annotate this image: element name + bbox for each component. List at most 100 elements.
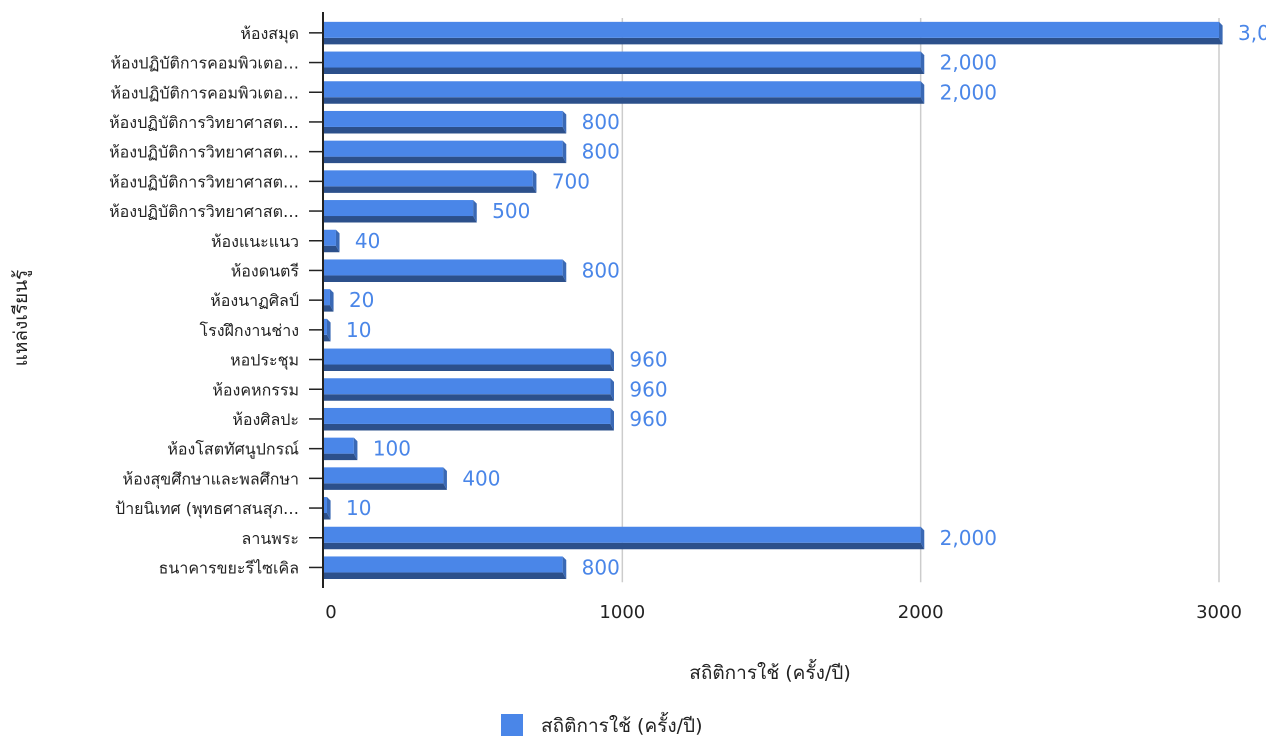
value-label: 800 xyxy=(582,258,620,282)
x-tick-label: 1000 xyxy=(599,602,645,623)
bar-front-face xyxy=(324,556,563,573)
bar xyxy=(324,378,614,401)
bar-bottom-face xyxy=(324,275,567,282)
category-label: ห้องแนะแนว xyxy=(211,232,299,251)
bar-bottom-face xyxy=(324,245,340,253)
value-label: 100 xyxy=(373,437,411,461)
category-label: ลานพระ xyxy=(242,529,299,548)
bar xyxy=(324,289,334,312)
x-tick-label: 3000 xyxy=(1196,602,1242,623)
category-label: โรงฝึกงานช่าง xyxy=(200,321,299,340)
bar-bottom-face xyxy=(324,364,614,372)
bar-bottom-face xyxy=(324,156,567,164)
bar-end-cap xyxy=(610,378,614,401)
bar xyxy=(324,318,331,342)
bar-bottom-face xyxy=(324,483,447,490)
bar-bottom-face xyxy=(324,334,331,342)
value-label: 40 xyxy=(355,229,380,253)
value-labels: 3,0 2,000 2,000 800 800 700 500 40 800 20 10 960 960… xyxy=(346,21,1266,580)
bar xyxy=(324,497,331,520)
category-label: ห้องศิลปะ xyxy=(232,410,299,429)
category-label: ห้องปฏิบัติการวิทยาศาสต… xyxy=(109,113,299,132)
bar xyxy=(324,437,358,461)
bar-front-face xyxy=(324,348,611,365)
bar xyxy=(324,407,614,431)
x-axis-title: สถิติการใช้ (ครั้ง/ปี) xyxy=(689,659,851,684)
value-label: 10 xyxy=(346,496,371,520)
bar-front-face xyxy=(324,289,330,306)
bar-front-face xyxy=(324,259,563,276)
value-label: 960 xyxy=(629,348,667,372)
bar-bottom-face xyxy=(324,97,925,104)
bar-end-cap xyxy=(329,289,334,312)
bar-end-cap xyxy=(562,556,567,579)
bar-end-cap xyxy=(473,200,477,223)
bar-front-face xyxy=(324,140,563,157)
bar-front-face xyxy=(324,81,921,98)
category-label: ห้องดนตรี xyxy=(231,261,300,280)
category-label: ธนาคารขยะรีไซเคิล xyxy=(159,558,299,577)
bar-front-face xyxy=(324,437,354,454)
value-label: 800 xyxy=(582,140,620,164)
value-label: 800 xyxy=(582,555,620,579)
bar-bottom-face xyxy=(324,216,477,223)
bar-front-face xyxy=(324,110,563,127)
bar-end-cap xyxy=(562,259,567,282)
legend-swatch xyxy=(501,714,523,736)
bar-bottom-face xyxy=(324,186,537,193)
value-label: 10 xyxy=(346,318,371,342)
bar xyxy=(324,348,614,372)
value-label: 700 xyxy=(552,169,590,193)
bar xyxy=(324,140,567,164)
legend: สถิติการใช้ (ครั้ง/ปี) xyxy=(501,712,703,737)
value-label: 2,000 xyxy=(940,80,997,104)
bar-front-face xyxy=(324,407,611,424)
bar-end-cap xyxy=(326,497,331,520)
category-label: ห้องคหกรรม xyxy=(212,380,299,399)
bar-end-cap xyxy=(562,110,567,134)
bar xyxy=(324,170,537,193)
bar-bottom-face xyxy=(324,453,358,461)
bar-front-face xyxy=(324,229,336,246)
category-label: ห้องโสตทัศนูปกรณ์ xyxy=(167,440,299,460)
bar-end-cap xyxy=(920,51,925,75)
bar-end-cap xyxy=(610,407,614,431)
bar-bottom-face xyxy=(324,394,614,401)
bar-end-cap xyxy=(562,140,567,164)
x-tick-label: 2000 xyxy=(898,602,944,623)
category-label: ห้องสมุด xyxy=(240,24,299,44)
x-tick-label: 0 xyxy=(325,602,336,623)
category-label: ห้องปฏิบัติการคอมพิวเตอ… xyxy=(110,83,299,102)
bar-bottom-face xyxy=(324,67,925,75)
gridlines xyxy=(621,18,1220,583)
bar-front-face xyxy=(324,318,327,335)
bar-front-face xyxy=(324,200,474,217)
bar xyxy=(324,556,567,579)
category-label: หอประชุม xyxy=(230,351,299,371)
bar-end-cap xyxy=(1219,21,1223,45)
bar-bottom-face xyxy=(324,542,925,550)
category-label: ห้องสุขศึกษาและพลศึกษา xyxy=(123,469,299,489)
bar xyxy=(324,200,477,223)
bar-end-cap xyxy=(532,170,537,193)
bar-bottom-face xyxy=(324,305,334,312)
bars xyxy=(324,21,1223,579)
bar-bottom-face xyxy=(324,572,567,579)
bar xyxy=(324,110,567,134)
bar-front-face xyxy=(324,467,444,484)
bar-end-cap xyxy=(326,318,331,342)
bar-end-cap xyxy=(920,81,925,104)
bar xyxy=(324,526,925,550)
value-label: 960 xyxy=(629,377,667,401)
value-label: 500 xyxy=(492,199,530,223)
bar-end-cap xyxy=(353,437,358,461)
bar-front-face xyxy=(324,170,533,187)
value-label: 960 xyxy=(629,407,667,431)
y-axis-title: แหล่งเรียนรู้ xyxy=(10,270,32,367)
bar-end-cap xyxy=(920,526,925,550)
x-axis: 0 1000 2000 3000 xyxy=(325,602,1242,623)
category-label: ห้องปฏิบัติการคอมพิวเตอ… xyxy=(110,54,299,73)
bar-end-cap xyxy=(610,348,614,372)
y-axis: ห้องสมุดห้องปฏิบัติการคอมพิวเตอ… ห้องปฏิบ… xyxy=(109,12,324,588)
